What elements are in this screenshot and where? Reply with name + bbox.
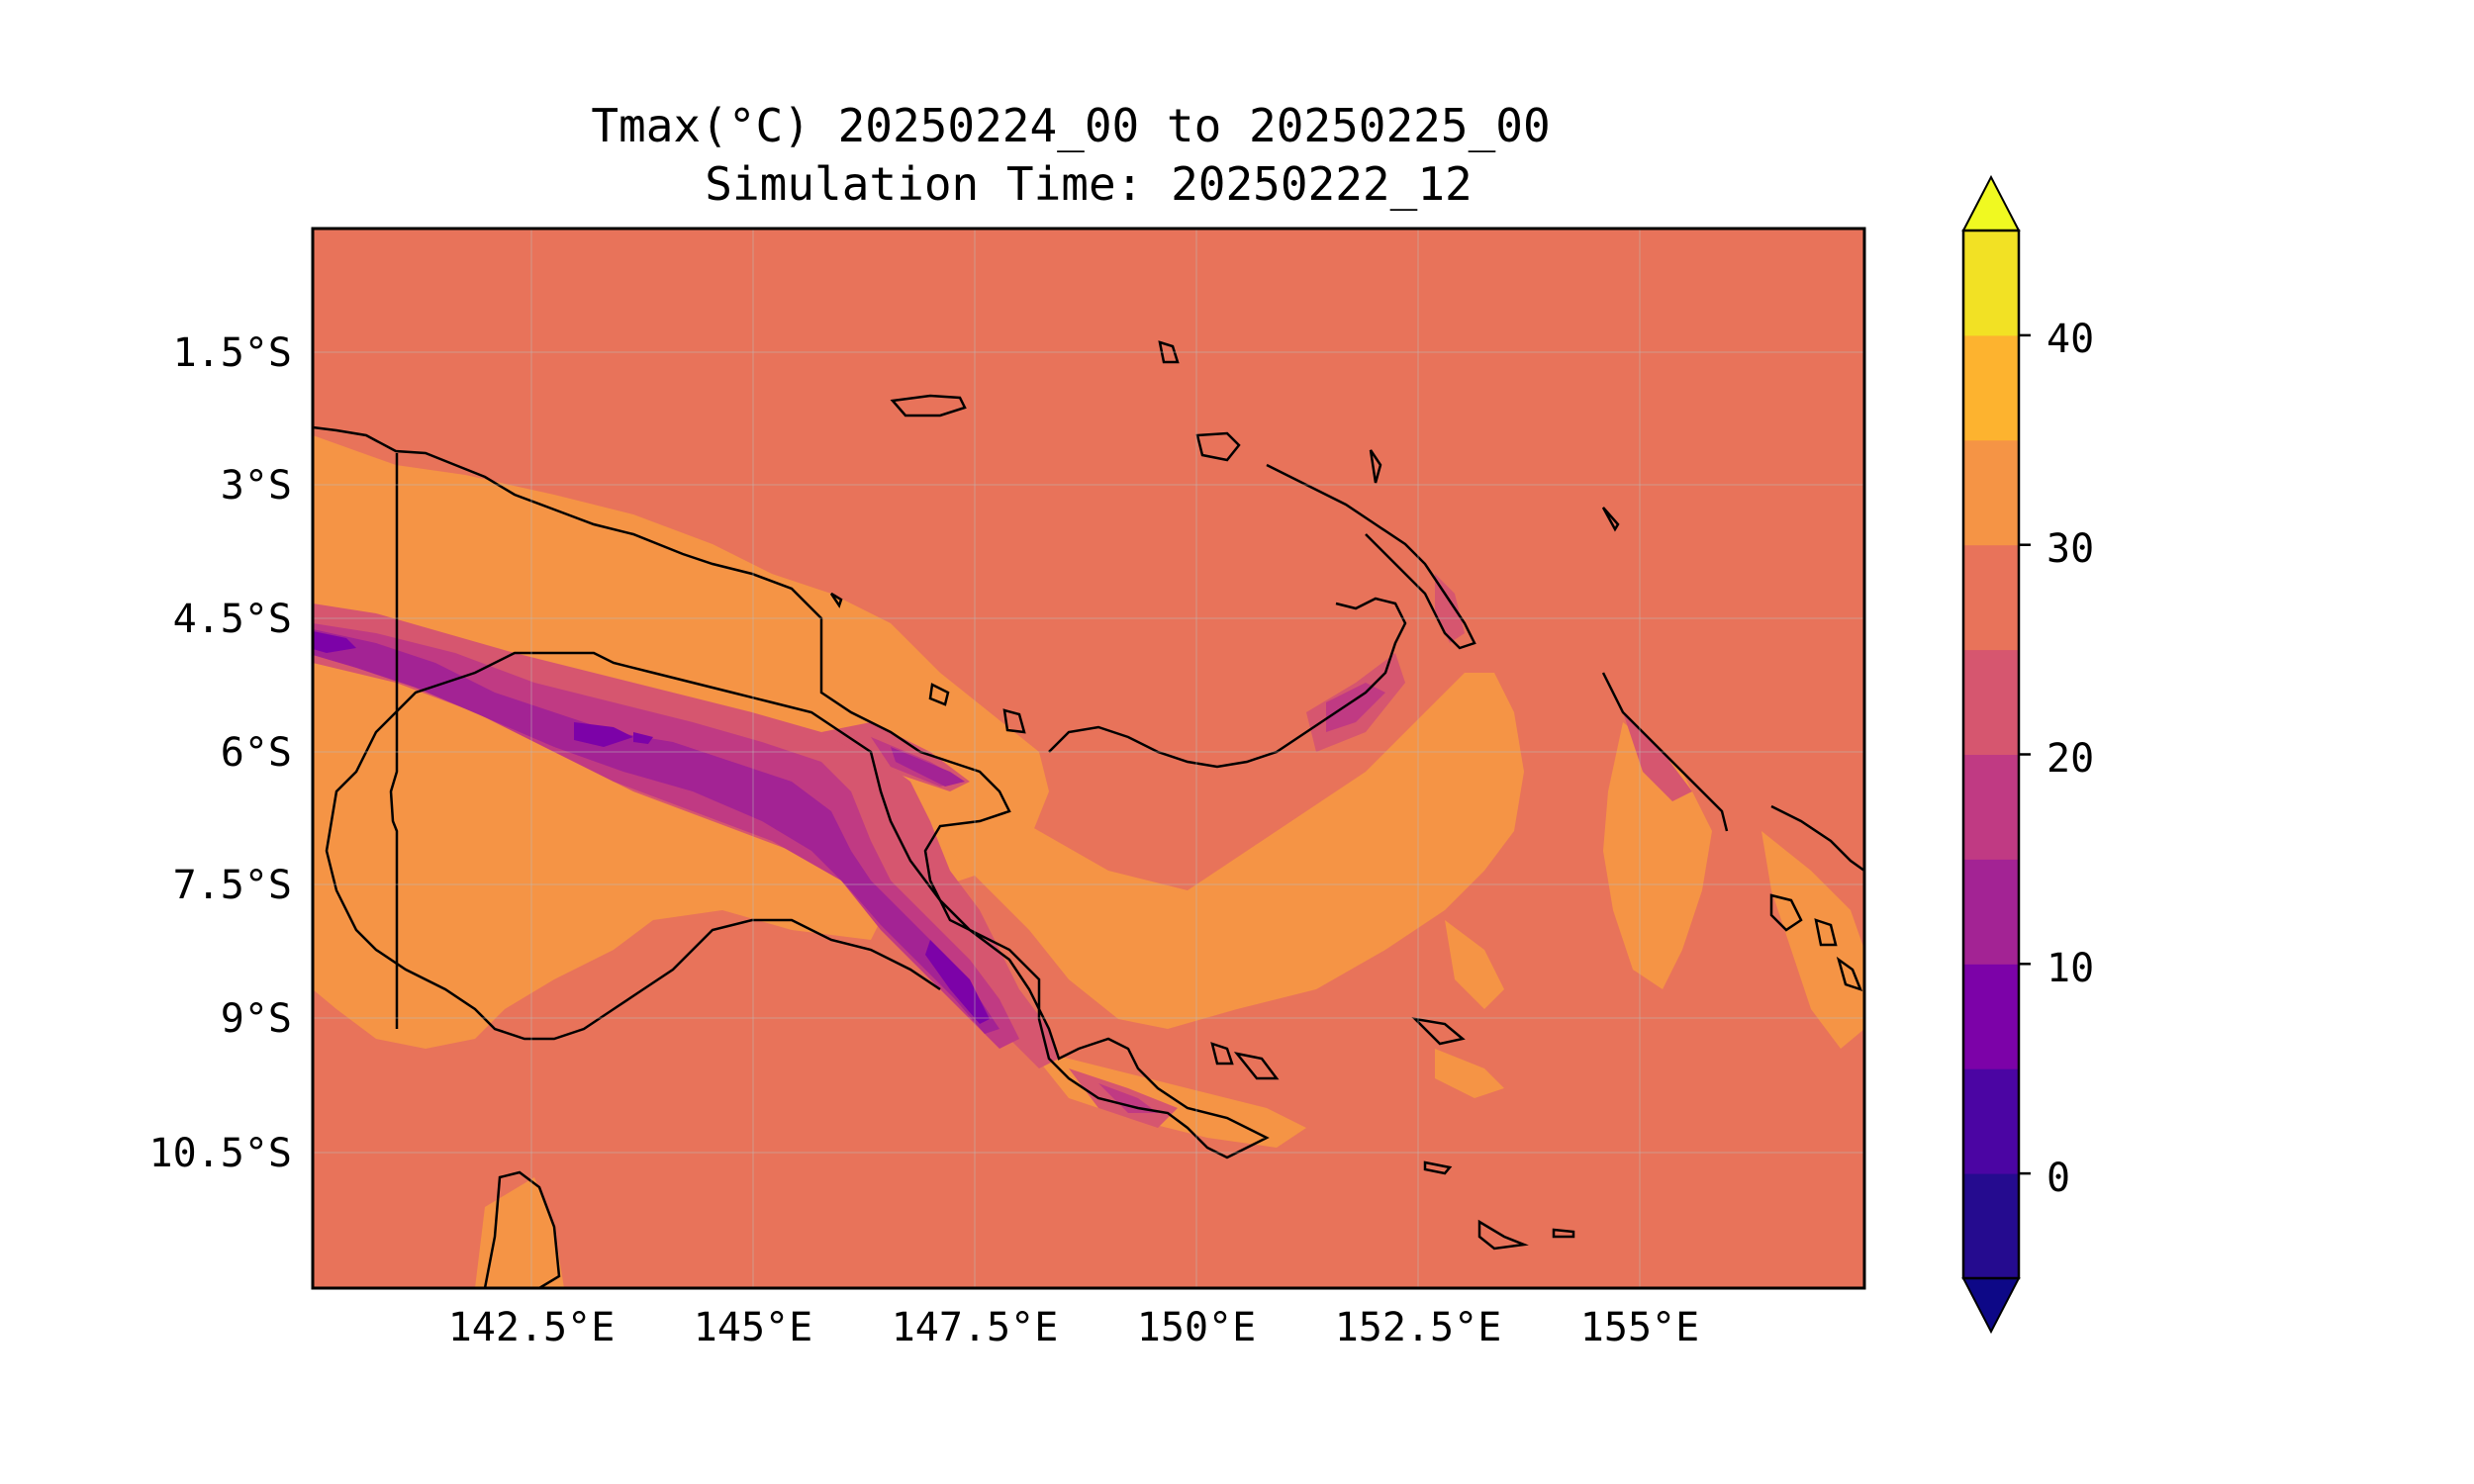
coastlines (313, 340, 1864, 1288)
lat-tick-label: 7.5°S (173, 863, 292, 908)
colorbar-tick-label: 10 (2046, 946, 2094, 991)
colorbar-segment (1963, 754, 2019, 860)
lon-tick-label: 152.5°E (1335, 1305, 1502, 1350)
map-frame (311, 227, 1866, 1290)
colorbar-segment (1963, 231, 2019, 336)
colorbar-segment (1963, 1173, 2019, 1279)
lon-tick-label: 155°E (1580, 1305, 1699, 1350)
colorbar-tick-label: 40 (2046, 317, 2094, 362)
colorbar-tick-label: 0 (2046, 1156, 2070, 1201)
lat-tick-label: 4.5°S (173, 597, 292, 642)
colorbar-segment (1963, 544, 2019, 651)
lon-tick-label: 150°E (1137, 1305, 1256, 1350)
longitude-axis: 142.5°E 145°E 147.5°E 150°E 152.5°E 155°… (448, 1305, 1700, 1350)
colorbar-segment (1963, 439, 2019, 546)
title-line-1: Tmax(°C) 20250224_00 to 20250225_00 (591, 99, 1550, 152)
colorbar-segment (1963, 334, 2019, 441)
lat-tick-label: 10.5°S (149, 1131, 293, 1176)
lat-tick-label: 9°S (221, 996, 292, 1042)
colorbar-extend-low (1961, 1277, 2021, 1335)
colorbar-segment (1963, 964, 2019, 1069)
map-panel (313, 229, 1864, 1288)
gridlines (313, 229, 1864, 1288)
colorbar-ticks: 40 30 20 10 0 (2046, 317, 2094, 1201)
lon-tick-label: 147.5°E (892, 1305, 1059, 1350)
colorbar-segment (1963, 859, 2019, 965)
colorbar-tick-label: 20 (2046, 736, 2094, 782)
international-border (389, 453, 399, 1029)
lat-tick-label: 3°S (221, 463, 292, 509)
lat-tick-label: 6°S (221, 730, 292, 776)
lon-tick-label: 142.5°E (448, 1305, 616, 1350)
lat-tick-label: 1.5°S (173, 330, 292, 376)
colorbar-tick-label: 30 (2046, 526, 2094, 572)
temperature-band-15-20 (313, 629, 999, 1034)
colorbar-segment (1963, 649, 2019, 755)
temperature-band-10-15 (313, 631, 990, 1024)
colorbar-extend-high (1961, 174, 2021, 232)
lon-tick-label: 145°E (694, 1305, 812, 1350)
latitude-axis: 1.5°S 3°S 4.5°S 6°S 7.5°S 9°S 10.5°S (149, 330, 293, 1176)
title-line-2: Simulation Time: 20250222_12 (705, 157, 1472, 211)
colorbar (1961, 174, 2031, 1335)
colorbar-segment (1963, 1068, 2019, 1174)
